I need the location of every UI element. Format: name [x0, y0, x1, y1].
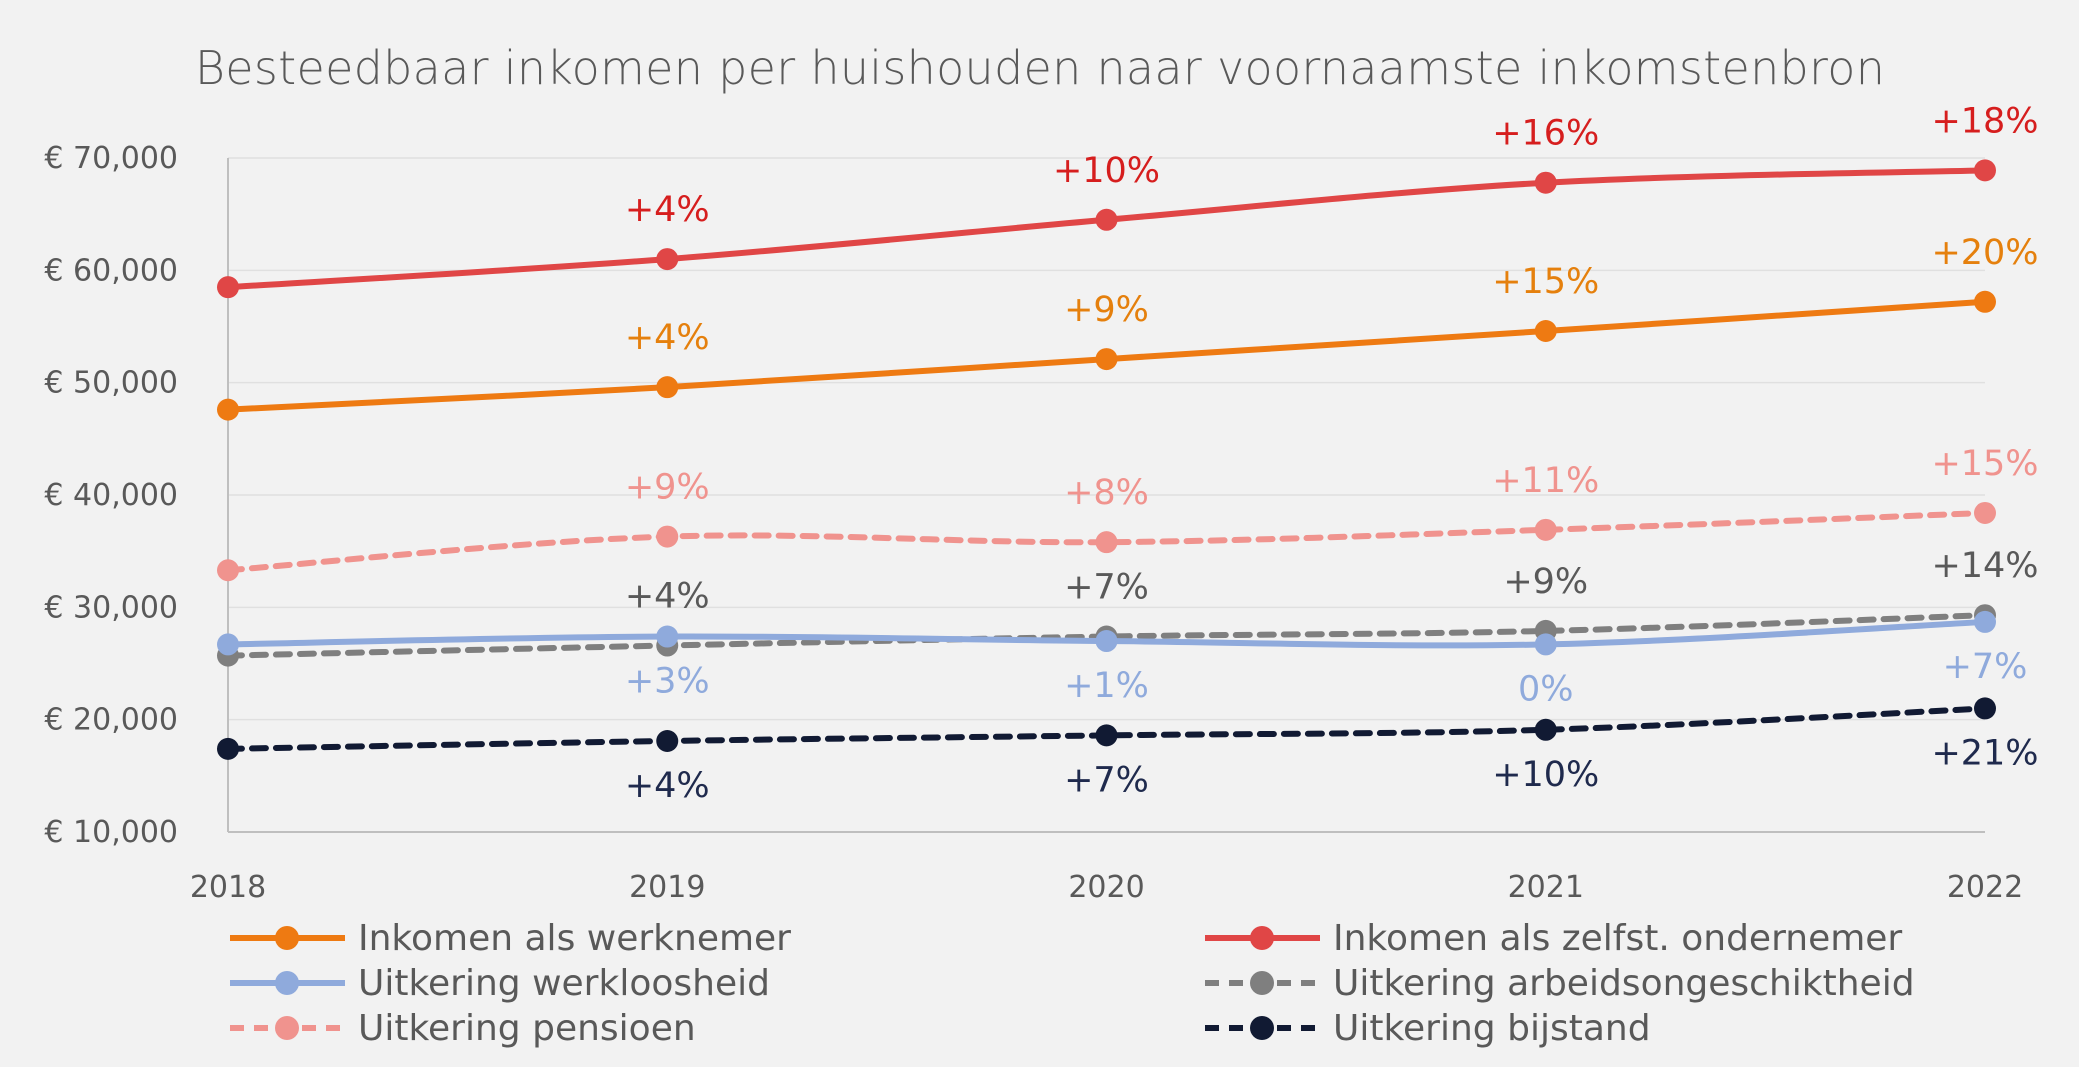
legend-item-uitkering-bijstand: Uitkering bijstand [1205, 1008, 1651, 1049]
legend-label: Uitkering arbeidsongeschiktheid [1333, 963, 1915, 1004]
data-point [1974, 501, 1996, 524]
legend-item-uitkering-arbeidsongeschiktheid: Uitkering arbeidsongeschiktheid [1205, 963, 1915, 1004]
data-label: +10% [1492, 755, 1599, 795]
data-point [1095, 208, 1118, 231]
legend-item-uitkering-pensioen: Uitkering pensioen [230, 1008, 696, 1049]
x-tick-label: 2021 [1508, 870, 1584, 905]
y-tick-label: € 40,000 [44, 478, 178, 513]
data-label: +15% [1492, 262, 1599, 302]
data-point [217, 398, 239, 421]
legend-label: Uitkering bijstand [1333, 1008, 1651, 1049]
y-tick-label: € 70,000 [44, 141, 178, 176]
data-label: +18% [1931, 101, 2038, 141]
y-tick-label: € 30,000 [44, 590, 178, 625]
series-inkomen-als-zelfst-ondernemer [217, 159, 1996, 299]
series-inkomen-als-werknemer [217, 290, 1996, 421]
chart-title: Besteedbaar inkomen per huishouden naar … [195, 41, 1885, 95]
data-point [1534, 319, 1557, 342]
legend-swatch-marker [275, 971, 299, 995]
data-point [1534, 718, 1557, 741]
data-point [217, 276, 239, 299]
data-point [1095, 348, 1118, 371]
data-point [1974, 697, 1996, 720]
data-label: +7% [1943, 647, 2028, 687]
y-tick-label: € 10,000 [44, 815, 178, 850]
data-point [656, 376, 679, 399]
data-point [217, 559, 239, 582]
data-point [656, 730, 679, 753]
data-point [1974, 610, 1996, 633]
x-tick-label: 2020 [1068, 870, 1144, 905]
data-label: +7% [1064, 760, 1149, 800]
legend-swatch-marker [275, 926, 299, 950]
y-tick-label: € 60,000 [44, 253, 178, 288]
data-point [1974, 290, 1996, 313]
data-point [1095, 531, 1118, 554]
data-point [217, 737, 239, 760]
legend-swatch-marker [1250, 971, 1274, 995]
data-point [1974, 159, 1996, 182]
legend-item-inkomen-als-zelfst-ondernemer: Inkomen als zelfst. ondernemer [1205, 918, 1902, 959]
data-label: +9% [1503, 562, 1588, 602]
data-label: +3% [625, 662, 710, 702]
legend-label: Uitkering pensioen [358, 1008, 696, 1049]
series-lines [217, 159, 1996, 760]
legend-swatch-marker [1250, 926, 1274, 950]
legend-item-uitkering-werkloosheid: Uitkering werkloosheid [230, 963, 770, 1004]
y-tick-label: € 20,000 [44, 703, 178, 738]
data-label: +20% [1931, 233, 2038, 273]
legend-label: Uitkering werkloosheid [358, 963, 770, 1004]
data-label: +16% [1492, 114, 1599, 154]
legend: Inkomen als werknemer Inkomen als zelfst.… [230, 918, 1915, 1049]
data-label: +8% [1064, 473, 1149, 513]
data-label: +4% [625, 318, 710, 358]
legend-swatch-marker [1250, 1016, 1274, 1040]
data-point [656, 625, 679, 648]
axes: € 10,000 € 20,000 € 30,000 € 40,000 € 50,000… [44, 141, 2023, 905]
data-label: +11% [1492, 461, 1599, 501]
data-point [656, 248, 679, 271]
data-label: +9% [625, 468, 710, 508]
data-label: +14% [1931, 546, 2038, 586]
y-tick-label: € 50,000 [44, 366, 178, 401]
data-labels: +4% +10% +16% +18% +4% +9% +15% +20% +9% +8% +11% +… [625, 101, 2039, 806]
series-uitkering-pensioen [217, 501, 1996, 582]
data-label: +15% [1931, 444, 2038, 484]
x-tick-label: 2022 [1947, 870, 2023, 905]
data-point [217, 633, 239, 656]
data-point [1095, 724, 1118, 747]
data-label: +1% [1064, 666, 1149, 706]
x-tick-label: 2018 [190, 870, 266, 905]
legend-label: Inkomen als zelfst. ondernemer [1333, 918, 1902, 959]
series-uitkering-werkloosheid [217, 610, 1996, 656]
data-label: +4% [625, 766, 710, 806]
data-point [1534, 171, 1557, 194]
data-label: +4% [625, 577, 710, 617]
data-point [1095, 630, 1118, 653]
data-point [656, 525, 679, 548]
series-uitkering-bijstand [217, 697, 1996, 760]
legend-label: Inkomen als werknemer [358, 918, 791, 959]
legend-item-inkomen-als-werknemer: Inkomen als werknemer [230, 918, 791, 959]
x-tick-label: 2019 [629, 870, 705, 905]
data-label: +4% [625, 190, 710, 230]
data-label: 0% [1518, 669, 1574, 709]
data-label: +21% [1931, 733, 2038, 773]
legend-swatch-marker [275, 1016, 299, 1040]
data-label: +9% [1064, 290, 1149, 330]
data-point [1534, 518, 1557, 541]
data-point [1534, 633, 1557, 656]
data-label: +10% [1053, 151, 1160, 191]
data-label: +7% [1064, 568, 1149, 608]
